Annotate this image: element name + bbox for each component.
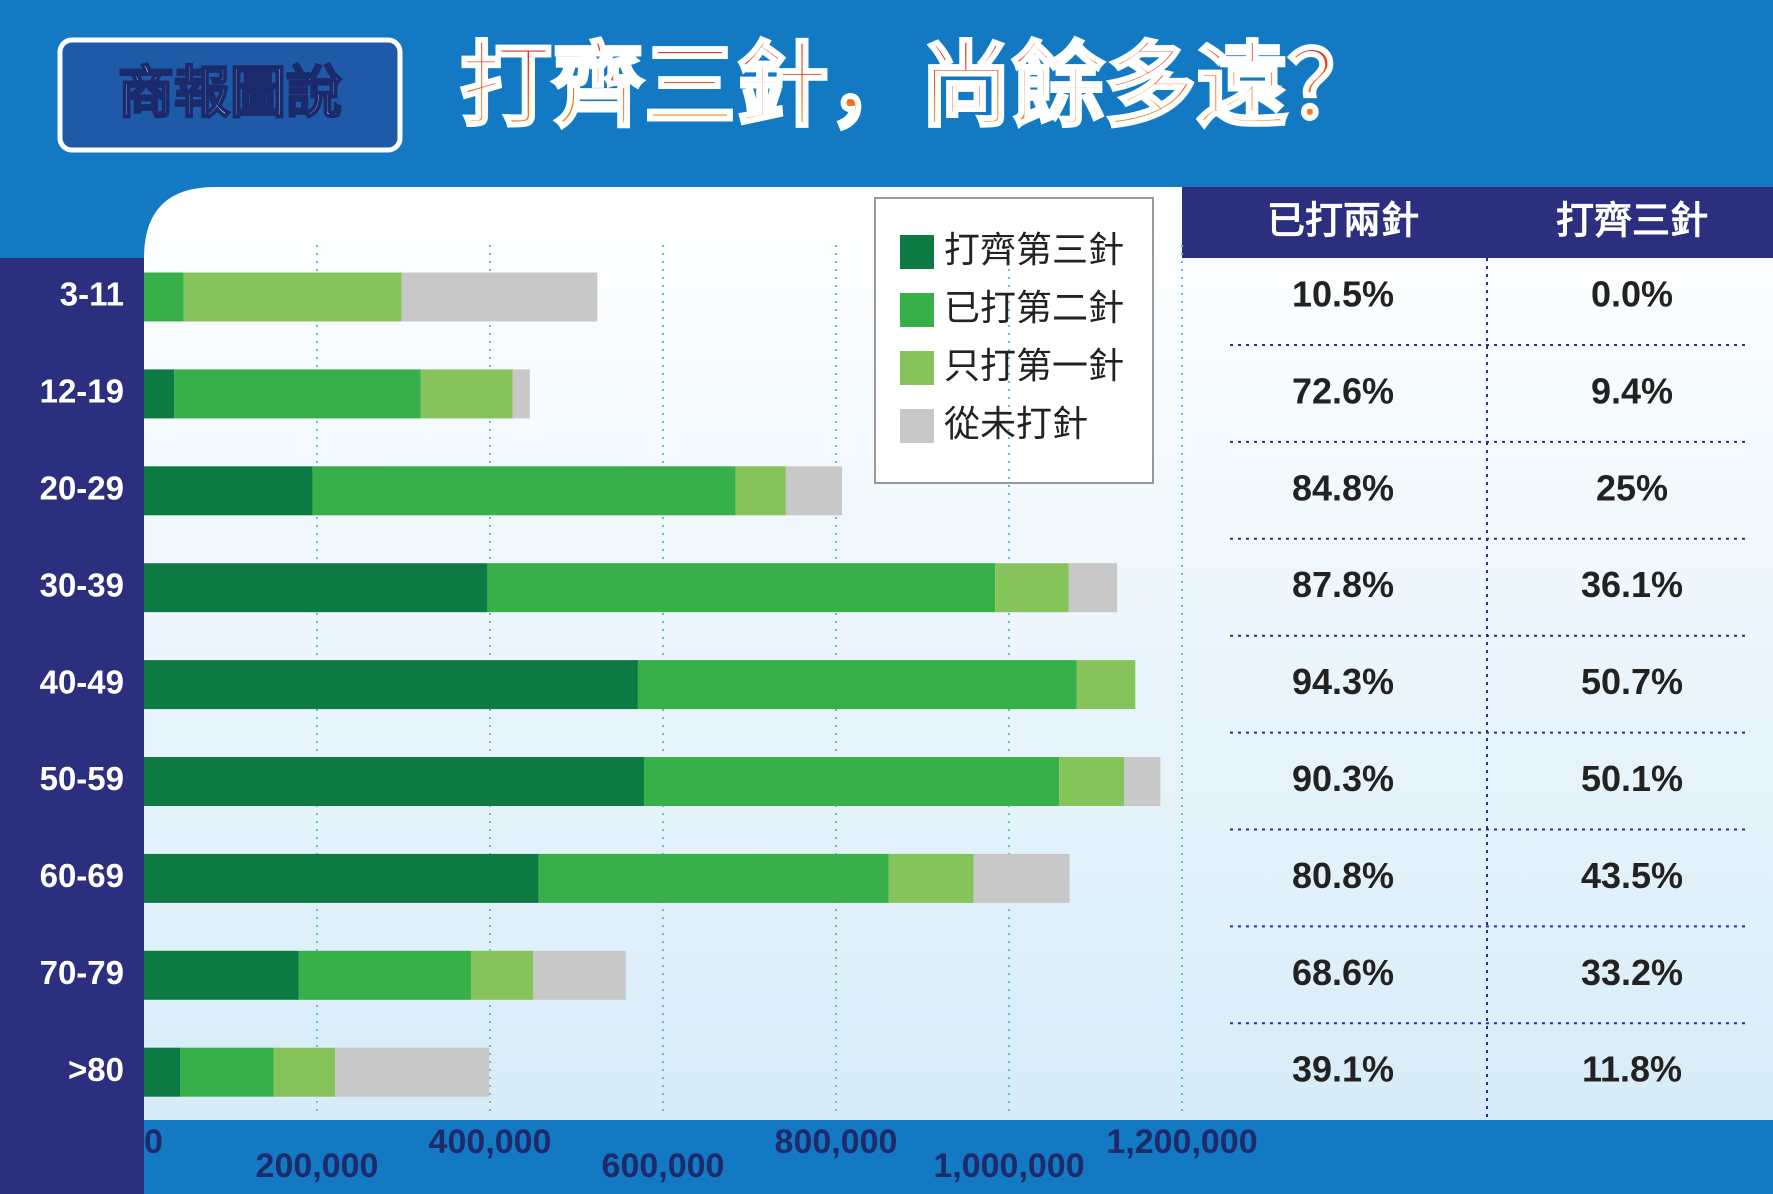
table-cell: 33.2%: [1581, 952, 1683, 993]
x-tick-label: 200,000: [256, 1147, 379, 1185]
table-header: 打齊三針: [1556, 199, 1708, 243]
y-tick-label: 50-59: [40, 760, 124, 797]
bar-segment: [785, 466, 843, 516]
y-tick-label: 40-49: [40, 663, 124, 700]
bar-segment: [1124, 757, 1161, 806]
table-cell: 80.8%: [1292, 855, 1394, 896]
table-cell: 9.4%: [1591, 370, 1673, 411]
table-cell: 50.7%: [1581, 661, 1683, 702]
y-tick-label: 70-79: [40, 954, 124, 991]
x-tick-label: 1,000,000: [933, 1147, 1084, 1185]
x-tick-label: 400,000: [429, 1123, 552, 1161]
legend-label: 從未打針: [944, 404, 1088, 445]
bar-segment: [335, 1047, 490, 1097]
bar-segment: [174, 369, 421, 419]
table-header: 已打兩針: [1267, 199, 1419, 243]
bar-segment: [273, 1047, 336, 1097]
bar-segment: [298, 950, 471, 1000]
bar-segment: [144, 950, 299, 1000]
legend-label: 只打第一針: [944, 346, 1124, 387]
bar-segment: [538, 853, 889, 903]
table-cell: 39.1%: [1292, 1049, 1394, 1090]
bar-segment: [144, 369, 175, 419]
legend-swatch: [900, 409, 934, 443]
bar-segment: [144, 1047, 181, 1097]
y-tick-label: 12-19: [40, 373, 124, 410]
bar-segment: [995, 563, 1069, 613]
table-cell: 87.8%: [1292, 564, 1394, 605]
table-cell: 50.1%: [1581, 758, 1683, 799]
logo: 商報圖說: [118, 61, 342, 126]
table-cell: 90.3%: [1292, 758, 1394, 799]
x-tick-label: 600,000: [602, 1147, 725, 1185]
legend-label: 打齊第三針: [944, 230, 1124, 271]
bar-segment: [144, 272, 184, 322]
bar-segment: [487, 563, 996, 613]
bar-segment: [401, 272, 598, 322]
bar-segment: [735, 466, 786, 516]
table-cell: 25%: [1596, 467, 1668, 508]
bar-segment: [1068, 563, 1118, 613]
bar-segment: [1076, 660, 1136, 710]
bar-segment: [144, 853, 539, 903]
table-cell: 43.5%: [1581, 855, 1683, 896]
bar-segment: [144, 660, 638, 710]
bar-segment: [144, 563, 488, 613]
table-cell: 36.1%: [1581, 564, 1683, 605]
bar-segment: [180, 1047, 274, 1097]
bar-segment: [144, 757, 644, 806]
legend-label: 已打第二針: [944, 288, 1124, 329]
y-tick-label: 30-39: [40, 566, 124, 603]
chart-title: 打齊三針，尚餘多遠？: [460, 32, 1380, 139]
table-cell: 10.5%: [1292, 274, 1394, 315]
table-cell: 84.8%: [1292, 467, 1394, 508]
table-cell: 72.6%: [1292, 370, 1394, 411]
bar-segment: [512, 369, 530, 419]
bar-segment: [1059, 757, 1125, 806]
table-header-band: [1182, 187, 1773, 258]
y-tick-label: 60-69: [40, 857, 124, 894]
x-tick-label: 800,000: [775, 1123, 898, 1161]
bar-segment: [420, 369, 513, 419]
table-cell: 68.6%: [1292, 952, 1394, 993]
y-tick-label: >80: [68, 1051, 124, 1088]
table-cell: 94.3%: [1292, 661, 1394, 702]
bar-segment: [183, 272, 402, 322]
table-cell: 11.8%: [1582, 1049, 1682, 1090]
bar-segment: [637, 660, 1077, 710]
legend-swatch: [900, 351, 934, 385]
legend-swatch: [900, 235, 934, 269]
bar-segment: [973, 853, 1070, 903]
table-cell: 0.0%: [1591, 274, 1673, 315]
bar-segment: [144, 466, 313, 516]
y-tick-label: 20-29: [40, 470, 124, 507]
bar-segment: [470, 950, 534, 1000]
logo-badge: [57, 37, 403, 153]
bar-segment: [643, 757, 1060, 806]
legend-swatch: [900, 293, 934, 327]
y-tick-label: 3-11: [60, 276, 124, 313]
x-tick-label: 1,200,000: [1106, 1123, 1257, 1161]
category-panel: [0, 258, 144, 1194]
x-tick-label: 0: [144, 1123, 163, 1161]
bar-segment: [533, 950, 626, 1000]
bar-segment: [312, 466, 736, 516]
bar-segment: [888, 853, 974, 903]
